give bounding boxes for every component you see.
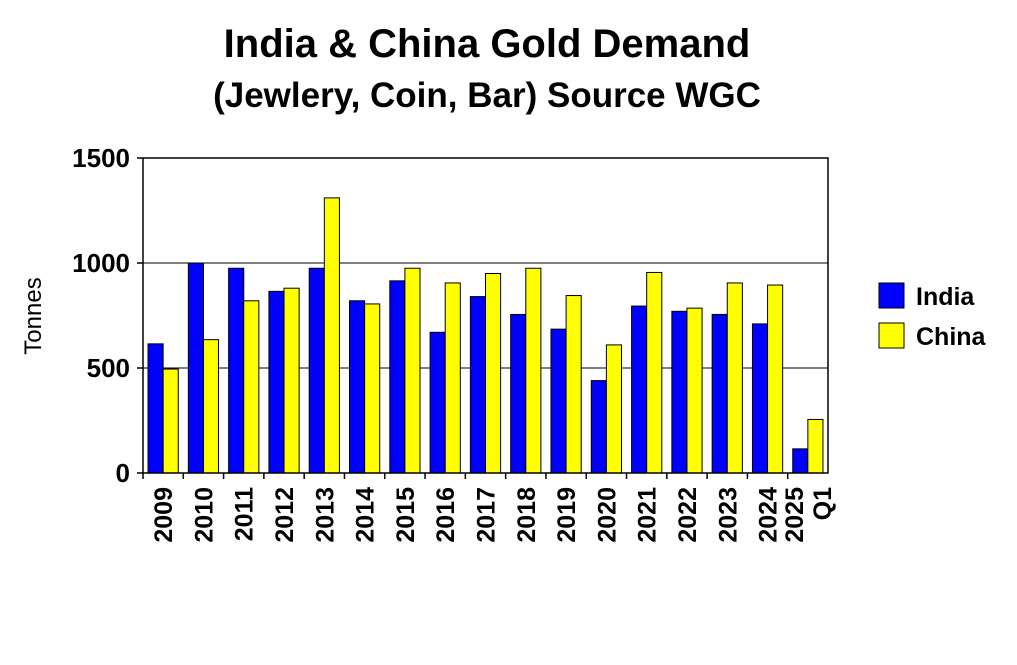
x-tick-label: 2010	[190, 487, 218, 543]
bar-india-2010	[187, 262, 204, 474]
bar-china-2023	[726, 282, 743, 474]
bar-india-q1-2025	[792, 448, 809, 474]
bar-india-2013	[308, 267, 325, 474]
x-tick-label: 2015	[392, 487, 420, 543]
y-axis-ticks: 0 500 1000 1500	[72, 143, 143, 488]
x-tick-label: 2012	[271, 487, 299, 543]
y-tick-label: 1500	[72, 143, 130, 173]
bar-china-2018	[525, 267, 542, 474]
x-tick-label: 2023	[714, 487, 742, 543]
bar-china-2017	[485, 273, 502, 474]
bar-china-2009	[162, 368, 179, 474]
chart-title: India & China Gold Demand	[224, 22, 751, 66]
bar-india-2021	[631, 305, 648, 474]
bar-india-2017	[469, 296, 487, 474]
x-tick-label: 2017	[473, 487, 501, 543]
bar-india-2014	[349, 300, 366, 474]
legend-swatch-china	[878, 322, 905, 349]
bar-china-2010	[202, 339, 220, 474]
bar-china-2019	[565, 295, 582, 474]
x-axis-ticks: 2009 2010 2011 2012 2013 2014 2015 2016 2017 2018…	[142, 473, 837, 543]
bar-china-2024	[767, 284, 784, 474]
bar-india-2023	[711, 313, 728, 474]
x-tick-label: 2025Q1	[781, 487, 837, 543]
x-tick-label: 2018	[513, 487, 541, 543]
bar-china-2011	[243, 300, 260, 474]
chart-subtitle: (Jewlery, Coin, Bar) Source WGC	[213, 76, 761, 115]
bar-india-2009	[147, 343, 164, 474]
bar-india-2015	[389, 280, 406, 474]
x-tick-label: 2020	[593, 487, 621, 543]
x-tick-label: 2016	[432, 487, 460, 543]
bars	[147, 197, 824, 474]
y-tick-label: 0	[116, 458, 130, 488]
legend: India China	[878, 282, 987, 351]
legend-label-india: India	[916, 283, 975, 311]
bar-china-2012	[283, 287, 300, 474]
x-tick-label: 2009	[150, 487, 178, 543]
bar-china-2014	[364, 303, 381, 474]
bar-india-2012	[268, 290, 285, 474]
bar-india-2018	[510, 313, 527, 474]
bar-india-2019	[550, 328, 567, 474]
y-tick-label: 1000	[72, 248, 130, 278]
bar-india-2022	[671, 310, 688, 474]
x-tick-label: 2019	[553, 487, 581, 543]
bar-china-2013	[323, 197, 340, 474]
x-tick-label: 2013	[311, 487, 339, 543]
x-tick-label: 2011	[231, 487, 259, 541]
bar-china-2020	[605, 344, 622, 474]
bar-china-q1-2025	[807, 418, 824, 474]
bar-india-2020	[590, 380, 607, 474]
y-axis-label: Tonnes	[20, 277, 47, 354]
bar-india-2011	[228, 267, 245, 474]
x-tick-label: 2024	[755, 487, 783, 543]
bar-india-2024	[751, 323, 769, 474]
plot-area-frame	[142, 157, 829, 474]
x-tick-label: 2014	[352, 487, 380, 543]
legend-label-china: China	[916, 323, 987, 351]
bar-china-2022	[686, 307, 703, 474]
x-tick-label: 2022	[674, 487, 702, 543]
bar-china-2016	[444, 282, 461, 474]
bar-china-2015	[404, 267, 421, 474]
y-tick-label: 500	[87, 353, 130, 383]
legend-swatch-india	[878, 282, 905, 309]
bar-india-2016	[429, 331, 446, 474]
x-tick-label: 2021	[634, 487, 662, 543]
bar-china-2021	[646, 271, 663, 474]
